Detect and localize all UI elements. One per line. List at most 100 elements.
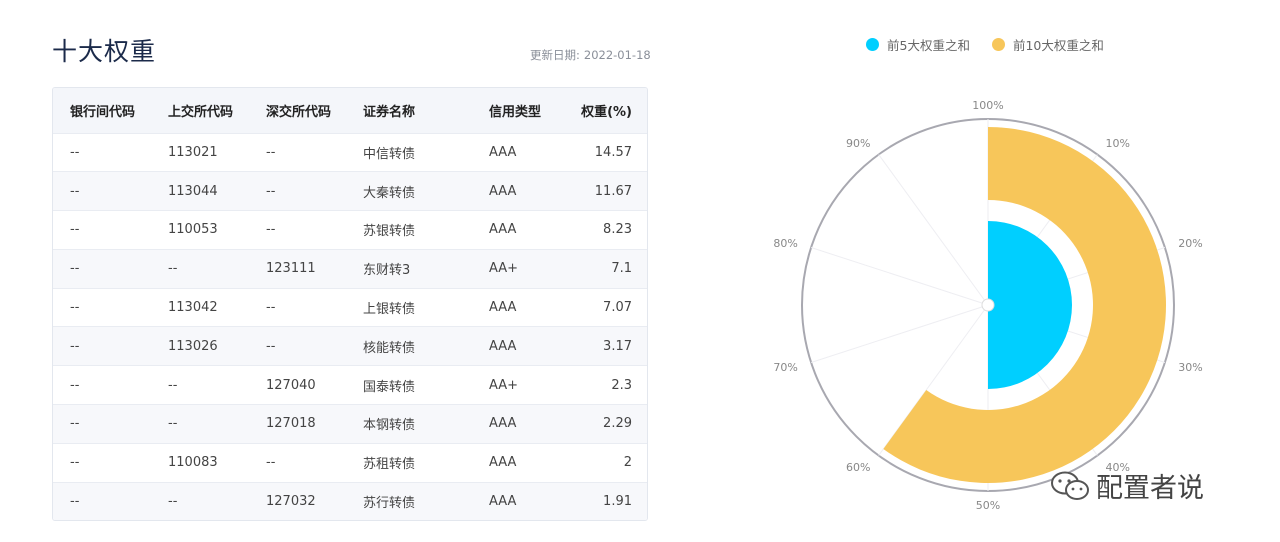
cell-weight: 2 — [623, 455, 632, 471]
cell-sse-code: 113044 — [168, 183, 218, 199]
cell-szse-code: 123111 — [266, 261, 316, 277]
cell-weight: 8.23 — [603, 222, 632, 238]
table-row[interactable]: -- 113021 -- 中信转债 AAA 14.57 — [53, 133, 647, 172]
cell-szse-code: 127018 — [266, 416, 316, 432]
cell-szse-code: 127040 — [266, 377, 316, 393]
angle-tick-label: 70% — [773, 361, 797, 374]
col-credit-type[interactable]: 信用类型 — [489, 104, 542, 120]
table-row[interactable]: -- -- 127018 本钢转债 AAA 2.29 — [53, 404, 647, 444]
update-label: 更新日期: — [530, 48, 580, 62]
cell-szse-code: 127032 — [266, 494, 316, 510]
chart-legend: 前5大权重之和 前10大权重之和 — [866, 35, 1126, 54]
cell-szse-code: -- — [266, 338, 276, 354]
cell-credit-type: AAA — [489, 222, 517, 238]
cell-security-name: 上银转债 — [363, 302, 416, 318]
cell-interbank-code: -- — [70, 261, 80, 277]
cell-security-name: 核能转债 — [363, 340, 416, 356]
legend-item-top10[interactable]: 前10大权重之和 — [991, 35, 1104, 54]
cell-weight: 14.57 — [594, 144, 632, 160]
table-row[interactable]: -- 113044 -- 大秦转债 AAA 11.67 — [53, 171, 647, 211]
cell-credit-type: AAA — [489, 338, 517, 354]
update-value: 2022-01-18 — [583, 48, 651, 62]
cell-interbank-code: -- — [70, 144, 80, 160]
cell-weight: 1.91 — [603, 494, 632, 510]
cell-sse-code: 113042 — [168, 300, 218, 316]
legend-label: 前5大权重之和 — [887, 38, 970, 53]
watermark: 配置者说 — [1050, 466, 1204, 505]
cell-szse-code: -- — [266, 455, 276, 471]
watermark-text: 配置者说 — [1096, 473, 1204, 504]
cell-sse-code: -- — [168, 494, 178, 510]
cell-szse-code: -- — [266, 144, 276, 160]
cell-credit-type: AAA — [489, 144, 517, 160]
col-security-name[interactable]: 证券名称 — [363, 104, 416, 120]
cell-weight: 2.3 — [611, 377, 632, 393]
legend-dot-icon — [991, 38, 1005, 51]
cell-interbank-code: -- — [70, 338, 80, 354]
col-szse-code[interactable]: 深交所代码 — [266, 104, 332, 120]
cell-weight: 7.07 — [603, 300, 632, 316]
legend-item-top5[interactable]: 前5大权重之和 — [866, 35, 970, 54]
table-header-row: 银行间代码 上交所代码 深交所代码 证券名称 信用类型 权重(%) — [53, 88, 647, 133]
cell-sse-code: -- — [168, 377, 178, 393]
cell-sse-code: -- — [168, 261, 178, 277]
angle-tick-label: 60% — [846, 461, 870, 474]
cell-interbank-code: -- — [70, 183, 80, 199]
angle-tick-label: 100% — [972, 99, 1003, 112]
cell-credit-type: AA+ — [489, 377, 519, 393]
angle-tick-label: 40% — [1106, 461, 1130, 474]
cell-sse-code: 113026 — [168, 338, 218, 354]
cell-interbank-code: -- — [70, 455, 80, 471]
angle-tick-label: 30% — [1178, 361, 1202, 374]
angle-tick-label: 10% — [1106, 137, 1130, 150]
cell-interbank-code: -- — [70, 300, 80, 316]
table-row[interactable]: -- 110083 -- 苏租转债 AAA 2 — [53, 443, 647, 482]
cell-security-name: 国泰转债 — [363, 379, 416, 395]
update-date: 更新日期: 2022-01-18 — [530, 47, 655, 63]
table-row[interactable]: -- 113026 -- 核能转债 AAA 3.17 — [53, 326, 647, 366]
cell-credit-type: AAA — [489, 300, 517, 316]
polar-bar-top10 — [883, 127, 1166, 483]
cell-interbank-code: -- — [70, 416, 80, 432]
cell-weight: 11.67 — [594, 183, 632, 199]
wechat-icon — [1051, 471, 1089, 500]
table-row[interactable]: -- -- 127040 国泰转债 AA+ 2.3 — [53, 365, 647, 405]
polar-grid-line — [878, 154, 989, 306]
cell-szse-code: -- — [266, 222, 276, 238]
cell-credit-type: AAA — [489, 183, 517, 199]
polar-bar-top5 — [988, 221, 1072, 389]
cell-sse-code: 110083 — [168, 455, 218, 471]
cell-sse-code: 113021 — [168, 144, 218, 160]
table-row[interactable]: -- -- 127032 苏行转债 AAA 1.91 — [53, 482, 647, 520]
table-row[interactable]: -- -- 123111 东财转3 AA+ 7.1 — [53, 249, 647, 289]
polar-bar-chart: 100% 10% 20% 30% 40% 50% 60% 70% 80% 90% — [773, 99, 1202, 512]
holdings-table: 银行间代码 上交所代码 深交所代码 证券名称 信用类型 权重(%) -- 1130… — [52, 87, 648, 521]
table-row[interactable]: -- 110053 -- 苏银转债 AAA 8.23 — [53, 210, 647, 250]
col-interbank-code[interactable]: 银行间代码 — [70, 104, 136, 120]
cell-security-name: 苏租转债 — [363, 457, 416, 473]
cell-security-name: 苏银转债 — [363, 224, 416, 240]
table-row[interactable]: -- 113042 -- 上银转债 AAA 7.07 — [53, 288, 647, 327]
cell-sse-code: -- — [168, 416, 178, 432]
polar-grid-line — [810, 304, 989, 363]
angle-tick-label: 20% — [1178, 237, 1202, 250]
polar-center — [981, 298, 995, 312]
cell-szse-code: -- — [266, 300, 276, 316]
cell-credit-type: AAA — [489, 416, 517, 432]
legend-label: 前10大权重之和 — [1012, 38, 1104, 53]
cell-security-name: 东财转3 — [363, 263, 411, 279]
cell-security-name: 本钢转债 — [363, 418, 416, 434]
cell-weight: 2.29 — [603, 416, 632, 432]
cell-credit-type: AAA — [489, 494, 517, 510]
cell-interbank-code: -- — [70, 377, 80, 393]
cell-security-name: 大秦转债 — [363, 185, 416, 201]
col-sse-code[interactable]: 上交所代码 — [168, 104, 234, 120]
col-weight[interactable]: 权重(%) — [581, 104, 632, 120]
angle-tick-label: 50% — [976, 499, 1000, 512]
cell-security-name: 苏行转债 — [363, 496, 416, 512]
cell-sse-code: 110053 — [168, 222, 218, 238]
cell-interbank-code: -- — [70, 494, 80, 510]
cell-credit-type: AA+ — [489, 261, 519, 277]
cell-security-name: 中信转债 — [363, 146, 416, 162]
